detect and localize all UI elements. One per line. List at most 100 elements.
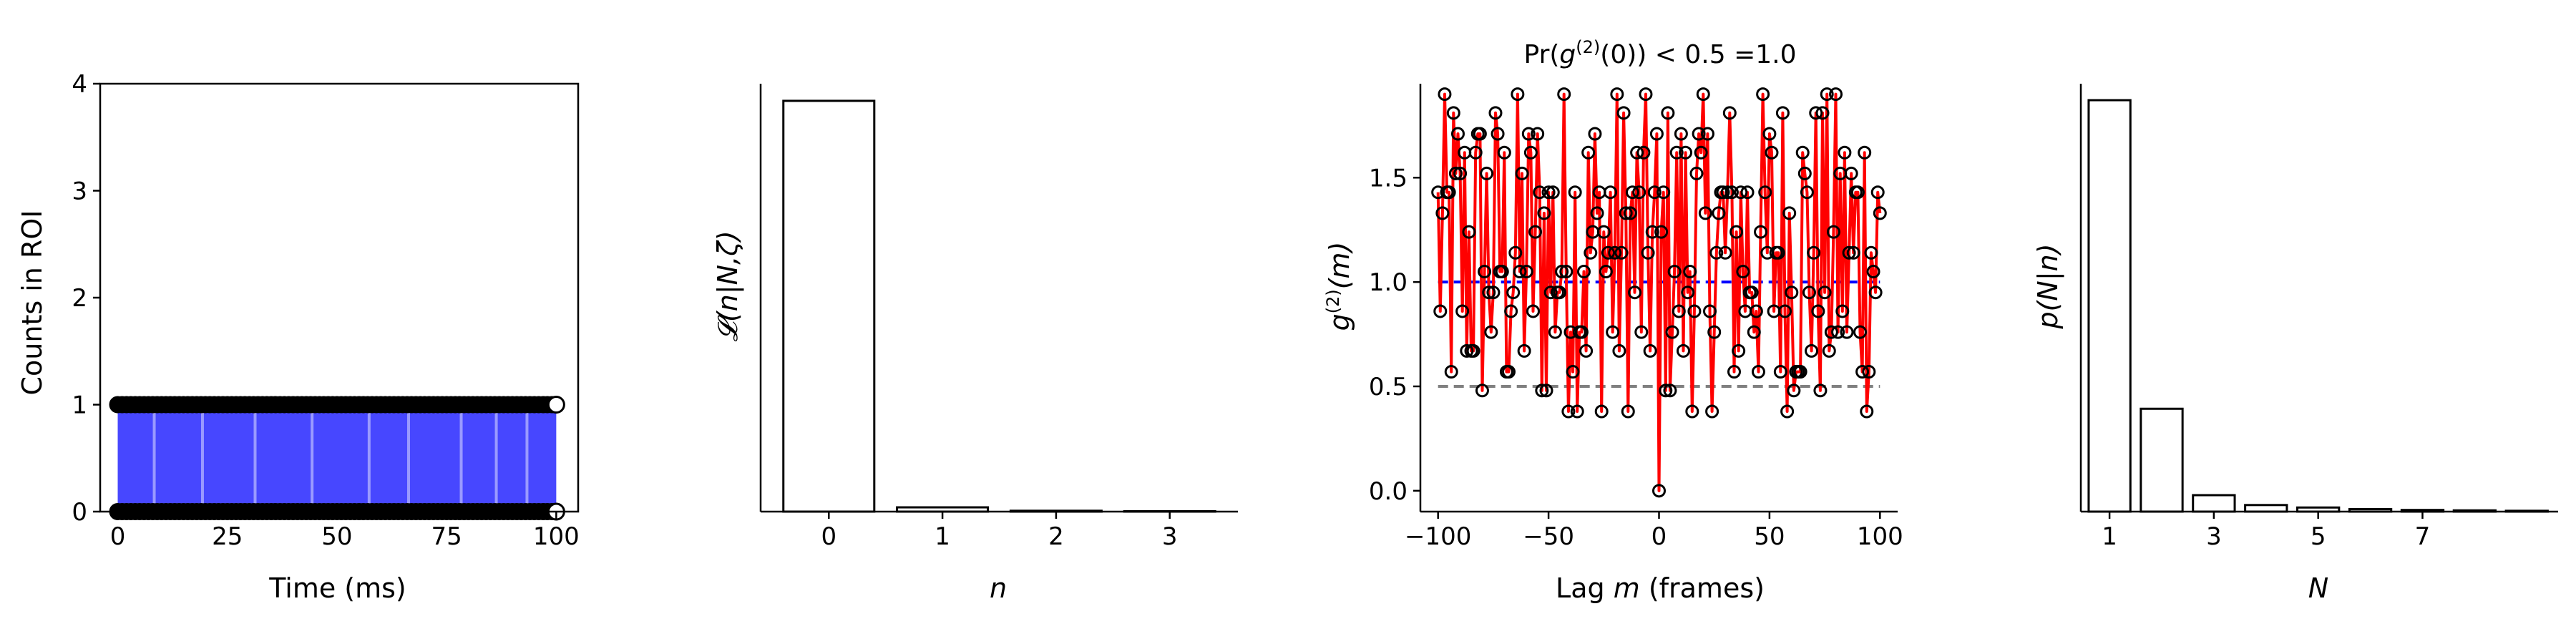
- g2-marker: [1473, 127, 1487, 141]
- trace-xlabel: Time (ms): [268, 572, 406, 604]
- g2-marker: [1855, 365, 1870, 379]
- trace-fill-band: [117, 404, 557, 512]
- g2-marker: [1654, 225, 1669, 239]
- g2-marker: [1727, 365, 1741, 379]
- likelihood-ylabel: 𝓛(n|N,ζ): [712, 230, 744, 341]
- g2-marker: [1632, 185, 1646, 200]
- g2-marker: [1619, 206, 1633, 220]
- g2-marker: [1681, 286, 1695, 300]
- g2-marker: [1754, 225, 1768, 239]
- g2-xtick-label: 0: [1652, 522, 1667, 551]
- g2-marker: [1608, 245, 1622, 260]
- g2-marker: [1689, 166, 1704, 180]
- g2-marker: [1873, 206, 1887, 220]
- g2-marker: [1521, 127, 1536, 141]
- g2-marker: [1537, 206, 1551, 220]
- g2-marker: [1628, 286, 1642, 300]
- trace-ylabel: Counts in ROI: [16, 210, 48, 396]
- g2-marker: [1663, 384, 1677, 398]
- g2-marker: [1502, 365, 1516, 379]
- g2-marker: [1756, 87, 1770, 102]
- g2-marker: [1820, 87, 1834, 102]
- g2-marker: [1692, 127, 1706, 141]
- g2-marker: [1515, 166, 1529, 180]
- pN-bar: [2087, 99, 2132, 513]
- g2-marker: [1460, 343, 1474, 358]
- g2-marker: [1782, 206, 1797, 220]
- g2-xlabel: Lag m (frames): [1556, 572, 1765, 604]
- g2-marker: [1535, 384, 1549, 398]
- g2-marker: [1698, 206, 1712, 220]
- g2-marker: [1614, 245, 1629, 260]
- g2-marker: [1599, 265, 1613, 279]
- trace-fill-streak-1: [200, 404, 204, 512]
- g2-marker: [1486, 286, 1501, 300]
- g2-marker: [1800, 185, 1814, 200]
- trace-ytick-label: 4: [72, 70, 87, 99]
- g2-marker: [1528, 225, 1543, 239]
- g2-marker: [1707, 325, 1722, 339]
- g2-marker: [1601, 245, 1615, 260]
- g2-marker: [1657, 185, 1671, 200]
- g2-series-line: [1436, 92, 1882, 492]
- g2-marker: [1506, 286, 1521, 300]
- pN-bar: [2244, 504, 2288, 513]
- g2-marker: [1495, 265, 1509, 279]
- g2-marker: [1818, 286, 1832, 300]
- g2-marker: [1722, 106, 1737, 120]
- trace-fill-streak-8: [525, 404, 529, 512]
- g2-marker: [1840, 325, 1854, 339]
- g2-marker: [1621, 404, 1635, 419]
- g2-marker: [1844, 166, 1858, 180]
- g2-marker: [1866, 265, 1880, 279]
- g2-marker: [1771, 245, 1785, 260]
- pN-xtick-label: 1: [2102, 522, 2117, 551]
- pN-bar: [2140, 407, 2184, 513]
- g2-marker: [1703, 304, 1717, 318]
- g2-marker: [1846, 245, 1860, 260]
- g2-marker: [1555, 265, 1569, 279]
- g2-marker: [1566, 365, 1580, 379]
- g2-marker: [1590, 206, 1604, 220]
- g2-marker: [1802, 286, 1816, 300]
- trace-xtick-label: 75: [431, 522, 462, 551]
- g2-marker: [1636, 145, 1651, 160]
- g2-marker: [1517, 343, 1531, 358]
- panel-likelihood: 0 1 2 3 n 𝓛(n|N,ζ): [712, 84, 1238, 604]
- g2-marker: [1696, 87, 1710, 102]
- g2-marker: [1652, 484, 1666, 498]
- g2-marker: [1724, 185, 1739, 200]
- trace-markers: [109, 396, 565, 521]
- panel-g2: Pr(g(2)(0)) < 0.5 =1.0 −100 −50 0 50 100 0.0 0…: [1323, 37, 1903, 604]
- trace-xtick-label: 100: [533, 522, 580, 551]
- g2-marker: [1579, 343, 1594, 358]
- g2-marker: [1444, 365, 1458, 379]
- g2-marker: [1716, 185, 1730, 200]
- g2-marker: [1700, 127, 1714, 141]
- trace-fill-streak-5: [406, 404, 410, 512]
- g2-marker: [1482, 286, 1496, 300]
- pN-xtick-label: 3: [2206, 522, 2222, 551]
- g2-marker: [1561, 404, 1576, 419]
- g2-marker: [1553, 286, 1567, 300]
- g2-marker: [1533, 185, 1547, 200]
- likelihood-bars: [782, 99, 1216, 513]
- g2-marker: [1453, 166, 1468, 180]
- g2-marker: [1729, 225, 1744, 239]
- g2-marker: [1807, 245, 1821, 260]
- trace-ticks: 0 25 50 75 100 0 1 2 3 4: [72, 70, 579, 551]
- g2-ytick-label: 0.5: [1369, 373, 1407, 401]
- g2-marker: [1478, 265, 1492, 279]
- trace-fill-streak-3: [311, 404, 314, 512]
- g2-marker: [1513, 265, 1527, 279]
- g2-marker: [1511, 87, 1525, 102]
- g2-marker: [1751, 365, 1765, 379]
- g2-marker: [1446, 106, 1460, 120]
- g2-marker: [1811, 304, 1825, 318]
- g2-marker: [1641, 245, 1655, 260]
- pN-bars: [2087, 99, 2549, 513]
- g2-ytick-label: 0.0: [1369, 477, 1407, 506]
- g2-marker: [1484, 325, 1498, 339]
- trace-fill-streak-2: [253, 404, 257, 512]
- g2-marker: [1862, 365, 1876, 379]
